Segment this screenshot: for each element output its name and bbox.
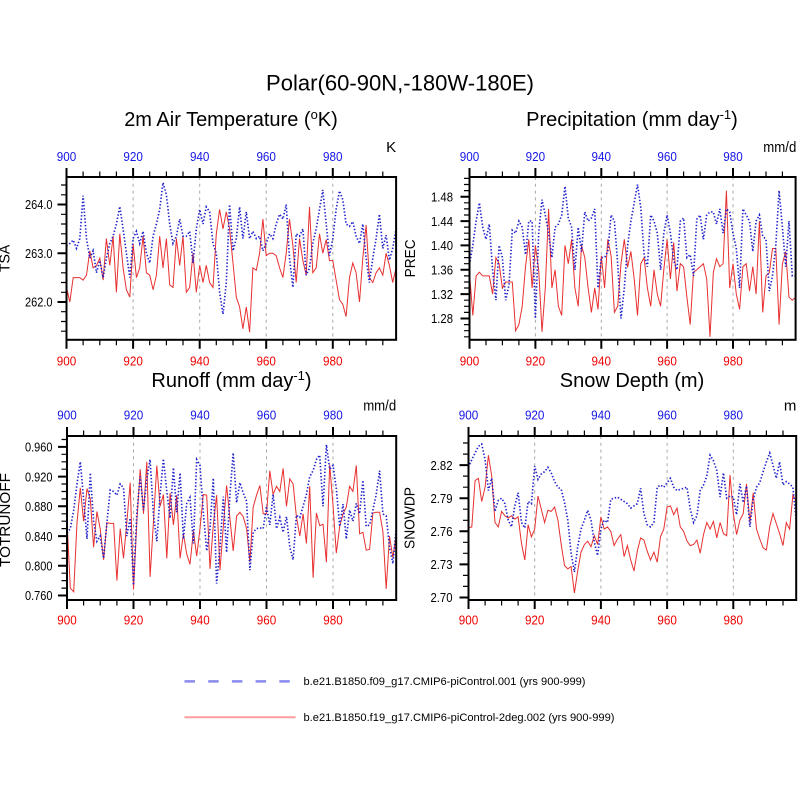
svg-text:0.840: 0.840: [25, 529, 53, 544]
svg-text:264.0: 264.0: [25, 197, 53, 212]
svg-text:Snow Depth (m): Snow Depth (m): [560, 370, 705, 392]
svg-text:960: 960: [257, 407, 277, 422]
svg-text:920: 920: [526, 149, 546, 164]
svg-text:1.36: 1.36: [431, 263, 453, 278]
svg-text:PREC: PREC: [403, 239, 419, 277]
svg-text:mm/d: mm/d: [763, 139, 796, 156]
svg-text:900: 900: [460, 149, 480, 164]
svg-text:Runoff (mm day-1): Runoff (mm day-1): [151, 368, 311, 392]
svg-text:900: 900: [57, 407, 77, 422]
svg-text:Precipitation (mm day-1): Precipitation (mm day-1): [526, 107, 738, 131]
svg-text:940: 940: [592, 354, 612, 369]
svg-text:2.79: 2.79: [431, 491, 453, 506]
svg-text:1.28: 1.28: [431, 311, 453, 326]
svg-text:263.0: 263.0: [25, 246, 53, 261]
svg-text:1.48: 1.48: [431, 189, 453, 204]
svg-text:TSA: TSA: [0, 244, 14, 272]
svg-text:b.e21.B1850.f09_g17.CMIP6-piCo: b.e21.B1850.f09_g17.CMIP6-piControl.001 …: [304, 676, 586, 688]
svg-text:2.73: 2.73: [431, 557, 453, 572]
svg-text:mm/d: mm/d: [363, 398, 396, 415]
svg-text:940: 940: [190, 613, 210, 628]
svg-text:900: 900: [57, 149, 77, 164]
svg-text:980: 980: [724, 407, 744, 422]
svg-text:900: 900: [460, 354, 480, 369]
svg-text:262.0: 262.0: [25, 295, 53, 310]
svg-text:940: 940: [592, 149, 612, 164]
svg-text:980: 980: [323, 354, 343, 369]
svg-text:900: 900: [459, 407, 479, 422]
svg-text:940: 940: [591, 613, 611, 628]
svg-text:920: 920: [123, 149, 143, 164]
svg-text:2.76: 2.76: [431, 524, 453, 539]
svg-text:2m Air Temperature (oK): 2m Air Temperature (oK): [124, 107, 338, 131]
svg-text:b.e21.B1850.f19_g17.CMIP6-piCo: b.e21.B1850.f19_g17.CMIP6-piControl-2deg…: [304, 712, 615, 724]
svg-text:960: 960: [657, 354, 677, 369]
svg-text:960: 960: [257, 613, 277, 628]
svg-text:920: 920: [124, 407, 144, 422]
svg-text:900: 900: [459, 613, 479, 628]
svg-text:920: 920: [525, 407, 545, 422]
svg-text:2.82: 2.82: [431, 458, 453, 473]
svg-text:2.70: 2.70: [431, 590, 453, 605]
svg-text:920: 920: [526, 354, 546, 369]
svg-text:0.800: 0.800: [25, 559, 53, 574]
svg-text:960: 960: [256, 149, 276, 164]
svg-text:980: 980: [323, 149, 343, 164]
svg-text:980: 980: [323, 407, 343, 422]
svg-text:Polar(60-90N,-180W-180E): Polar(60-90N,-180W-180E): [266, 71, 534, 96]
svg-text:980: 980: [723, 354, 743, 369]
svg-text:TOTRUNOFF: TOTRUNOFF: [0, 473, 14, 567]
svg-text:m: m: [784, 398, 797, 415]
svg-text:1.40: 1.40: [431, 238, 453, 253]
svg-text:980: 980: [323, 613, 343, 628]
svg-text:960: 960: [256, 354, 276, 369]
svg-text:940: 940: [190, 149, 210, 164]
svg-text:940: 940: [190, 354, 210, 369]
svg-text:0.920: 0.920: [25, 469, 53, 484]
svg-text:960: 960: [657, 613, 677, 628]
svg-text:980: 980: [724, 613, 744, 628]
svg-text:980: 980: [723, 149, 743, 164]
svg-text:0.960: 0.960: [25, 440, 53, 455]
svg-text:940: 940: [591, 407, 611, 422]
svg-text:900: 900: [57, 613, 77, 628]
svg-text:1.32: 1.32: [431, 287, 453, 302]
svg-text:0.760: 0.760: [25, 588, 53, 603]
svg-text:940: 940: [190, 407, 210, 422]
svg-text:900: 900: [57, 354, 77, 369]
svg-text:0.880: 0.880: [25, 499, 53, 514]
svg-text:960: 960: [657, 149, 677, 164]
svg-text:920: 920: [123, 354, 143, 369]
svg-text:920: 920: [525, 613, 545, 628]
svg-text:920: 920: [124, 613, 144, 628]
svg-text:960: 960: [657, 407, 677, 422]
svg-text:1.44: 1.44: [431, 214, 453, 229]
svg-text:K: K: [386, 139, 396, 156]
svg-text:SNOWDP: SNOWDP: [403, 487, 419, 549]
